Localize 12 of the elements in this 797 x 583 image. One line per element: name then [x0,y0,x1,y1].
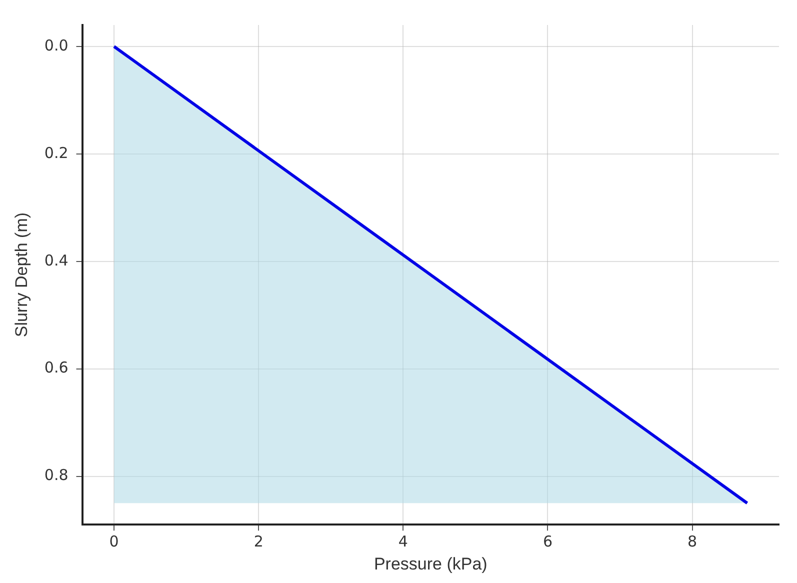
y-tick-label: 0.4 [44,251,68,270]
y-tick-label: 0.0 [44,36,68,54]
x-tick-label: 8 [687,532,698,550]
y-tick-label: 0.6 [44,358,68,377]
x-tick-label: 6 [542,532,552,550]
y-axis-title: Slurry Depth (m) [12,212,31,338]
y-tick-label: 0.8 [44,466,68,484]
y-tick-label: 0.2 [44,144,68,162]
x-axis-title: Pressure (kPa) [374,554,488,574]
x-tick-label: 4 [398,532,408,550]
x-tick-label: 2 [254,532,264,550]
x-tick-label: 0 [109,532,119,550]
